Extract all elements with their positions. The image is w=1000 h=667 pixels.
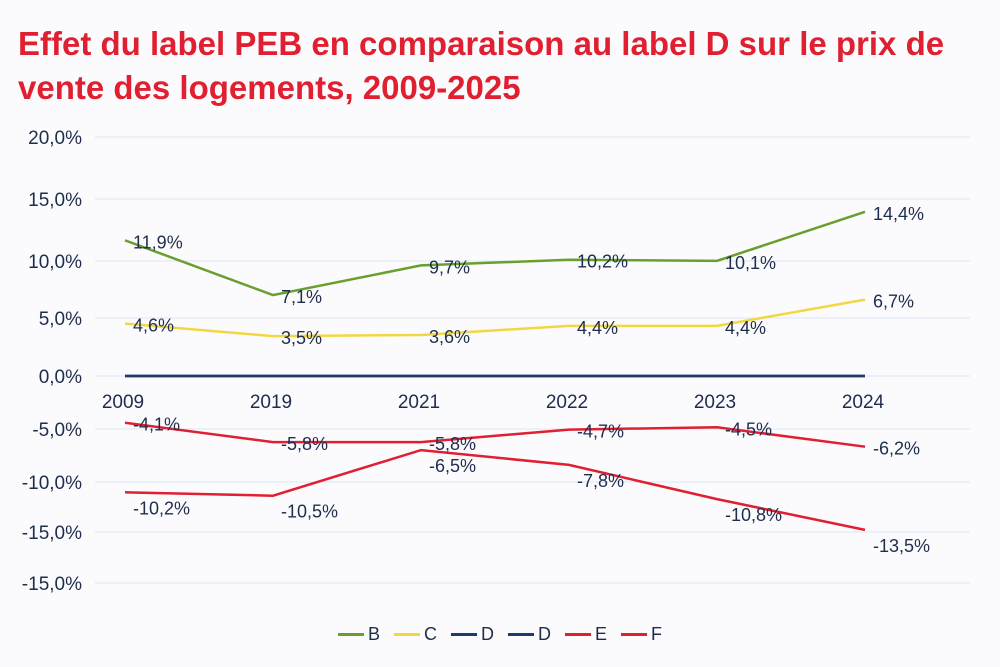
x-tick-label: 2009 [102, 392, 144, 413]
legend-swatch [565, 633, 591, 636]
legend-label: B [367, 624, 380, 644]
y-tick-label: -5,0% [32, 420, 82, 441]
y-tick-label: 5,0% [39, 309, 82, 330]
data-label: 11,9% [133, 232, 183, 252]
legend-label: D [538, 624, 551, 644]
x-tick-label: 2021 [398, 392, 440, 413]
data-label: -4,1% [133, 415, 180, 435]
legend-swatch [508, 633, 534, 636]
legend-item: E [565, 624, 607, 645]
legend-swatch [621, 633, 648, 636]
data-label: 4,4% [725, 318, 766, 338]
legend-label: E [595, 624, 608, 644]
legend-item: F [621, 624, 662, 645]
data-label: 4,6% [133, 316, 174, 336]
data-label: 10,1% [725, 253, 776, 273]
data-label: -10,8% [725, 505, 782, 525]
series-line-e [124, 421, 866, 448]
data-label: 6,7% [873, 292, 914, 312]
data-label: -5,8% [429, 434, 476, 454]
y-tick-label: 15,0% [28, 190, 82, 211]
legend-swatch [394, 633, 420, 636]
x-tick-label: 2024 [842, 392, 885, 413]
legend-item: D [508, 624, 551, 645]
data-label: 4,4% [577, 318, 618, 338]
data-label: 3,5% [281, 328, 322, 348]
legend-label: F [651, 624, 663, 644]
legend-item: B [337, 624, 380, 645]
data-label: -13,5% [873, 536, 930, 556]
data-label: 3,6% [429, 327, 470, 347]
data-label: -10,5% [281, 502, 338, 522]
data-label: 7,1% [281, 287, 322, 307]
y-tick-label: 20,0% [28, 128, 82, 149]
legend-item: D [451, 624, 494, 645]
legend-swatch [451, 633, 477, 636]
series-line-f [124, 448, 866, 532]
legend-item: C [394, 624, 437, 645]
data-label: 10,2% [577, 252, 628, 272]
series-line-c [124, 298, 866, 338]
series-line-b [124, 210, 866, 297]
x-tick-label: 2023 [694, 392, 736, 413]
y-tick-label: 10,0% [28, 252, 82, 273]
y-tick-label: -15,0% [22, 523, 82, 544]
legend-label: D [481, 624, 494, 644]
data-label: 9,7% [429, 257, 470, 277]
data-label: 14,4% [873, 204, 924, 224]
data-label: -6,2% [873, 439, 920, 459]
data-label: -4,7% [577, 422, 624, 442]
legend-label: C [424, 624, 437, 644]
y-tick-label: -10,0% [22, 473, 82, 494]
y-tick-label: 0,0% [39, 367, 82, 388]
x-tick-label: 2019 [250, 392, 292, 413]
data-label: -7,8% [577, 471, 624, 491]
chart-title: Effet du label PEB en comparaison au lab… [18, 25, 945, 106]
data-label: -10,2% [133, 498, 190, 518]
data-label: -6,5% [429, 456, 476, 476]
x-tick-label: 2022 [546, 392, 588, 413]
data-label: -5,8% [281, 434, 328, 454]
legend-swatch [337, 633, 364, 636]
y-tick-label: -15,0% [22, 574, 82, 595]
data-label: -4,5% [725, 419, 772, 439]
